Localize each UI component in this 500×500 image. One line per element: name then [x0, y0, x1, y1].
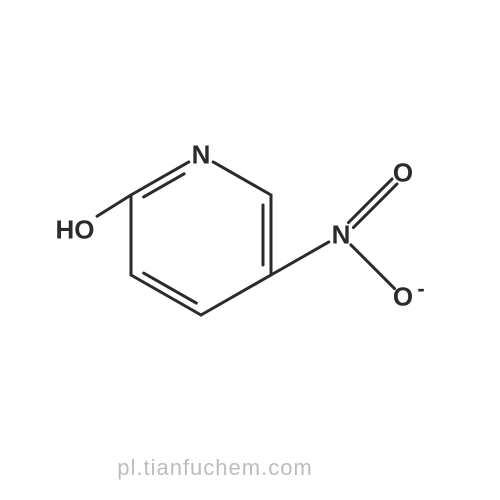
- atom-label-ho: HO: [56, 215, 95, 246]
- atom-label-n-nitro: N: [332, 220, 351, 251]
- atom-label-n-ring: N: [192, 140, 211, 171]
- chemical-structure: N HO N O O - pl.tianfuchem.com: [0, 0, 500, 500]
- atom-label-o-bot: O: [393, 282, 413, 313]
- atom-label-o-minus: -: [417, 276, 424, 302]
- bond-layer: [0, 0, 500, 500]
- watermark-text: pl.tianfuchem.com: [117, 455, 313, 481]
- atom-label-o-top: O: [393, 158, 413, 189]
